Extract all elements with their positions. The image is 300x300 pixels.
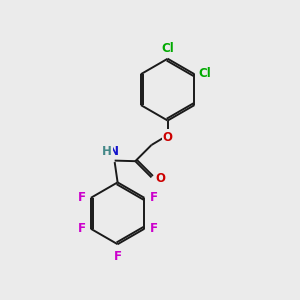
Text: F: F	[150, 222, 158, 235]
Text: O: O	[163, 131, 173, 144]
Text: F: F	[114, 250, 122, 262]
Text: Cl: Cl	[161, 42, 174, 55]
Text: O: O	[155, 172, 165, 185]
Text: N: N	[109, 145, 119, 158]
Text: Cl: Cl	[198, 67, 211, 80]
Text: H: H	[102, 145, 112, 158]
Text: F: F	[150, 191, 158, 204]
Text: F: F	[77, 222, 86, 235]
Text: F: F	[77, 191, 86, 204]
